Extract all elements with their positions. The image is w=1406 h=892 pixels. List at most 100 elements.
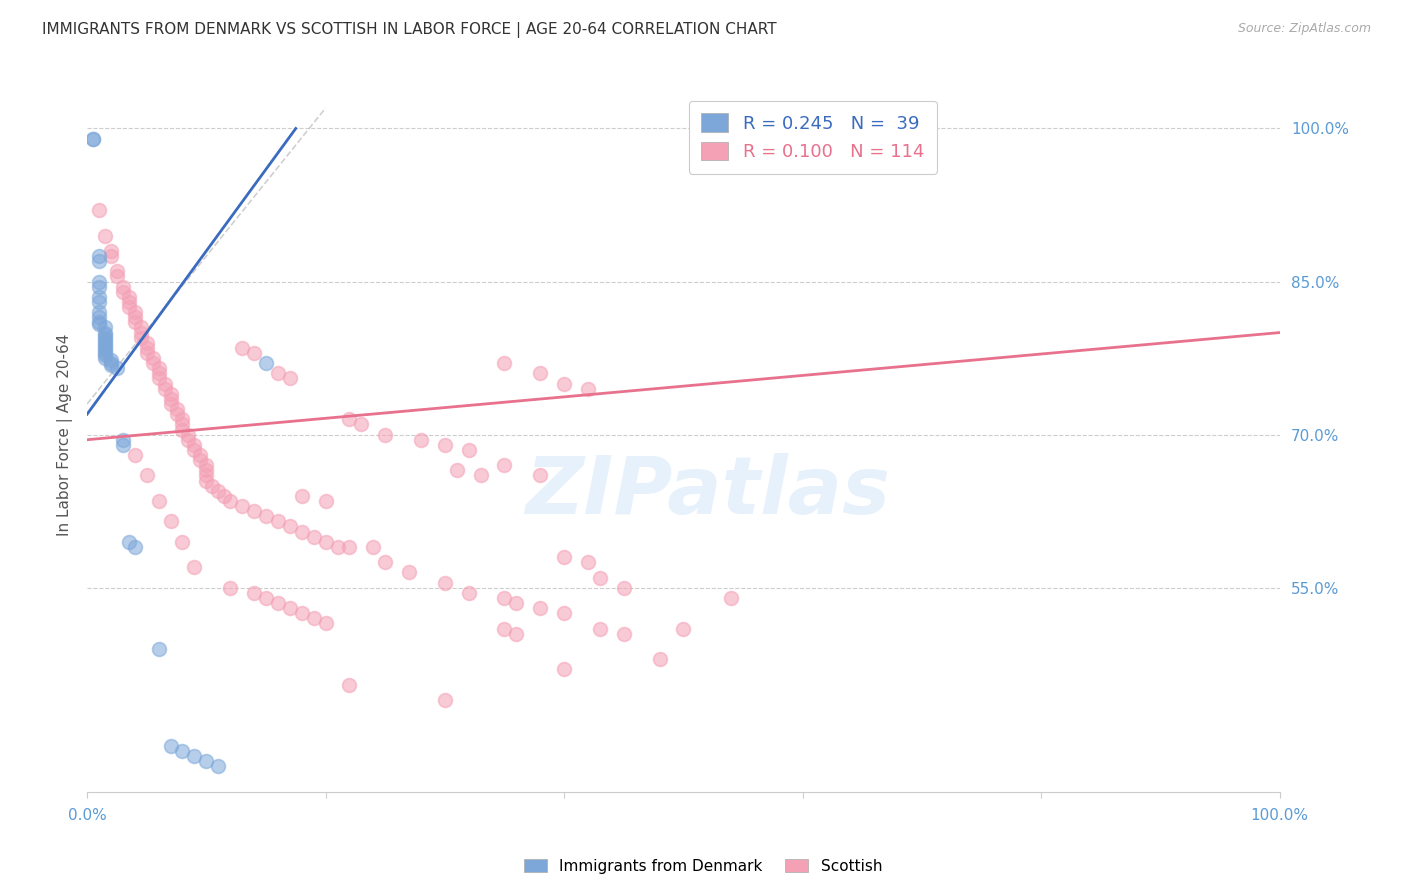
Point xyxy=(243,586,266,600)
Point xyxy=(183,560,205,574)
Point xyxy=(94,348,117,362)
Point xyxy=(159,386,181,401)
Point xyxy=(291,524,314,539)
Point xyxy=(148,371,170,385)
Point xyxy=(267,514,290,528)
Point xyxy=(87,305,110,319)
Point xyxy=(254,509,277,524)
Point xyxy=(94,343,117,357)
Point xyxy=(142,356,165,370)
Point xyxy=(505,596,527,610)
Point xyxy=(315,494,337,508)
Point xyxy=(153,376,176,391)
Text: Source: ZipAtlas.com: Source: ZipAtlas.com xyxy=(1237,22,1371,36)
Point xyxy=(87,203,110,218)
Point xyxy=(124,310,146,325)
Point xyxy=(87,318,110,332)
Point xyxy=(231,499,253,513)
Point xyxy=(470,468,492,483)
Point xyxy=(94,331,117,345)
Point xyxy=(94,333,117,347)
Point xyxy=(87,315,110,329)
Point xyxy=(153,382,176,396)
Point xyxy=(172,423,194,437)
Point xyxy=(254,356,277,370)
Point xyxy=(243,504,266,518)
Point xyxy=(129,320,152,334)
Point xyxy=(613,626,636,640)
Point xyxy=(118,295,141,310)
Point xyxy=(195,458,218,473)
Point xyxy=(177,427,200,442)
Point xyxy=(129,326,152,340)
Point xyxy=(576,555,599,569)
Point xyxy=(159,514,181,528)
Point xyxy=(87,275,110,289)
Point xyxy=(326,540,349,554)
Point xyxy=(135,335,157,350)
Point xyxy=(720,591,742,605)
Point xyxy=(267,367,290,381)
Point xyxy=(350,417,373,432)
Point xyxy=(100,358,122,372)
Point xyxy=(267,596,290,610)
Point xyxy=(553,376,575,391)
Point xyxy=(553,550,575,565)
Point xyxy=(100,356,122,370)
Point xyxy=(363,540,385,554)
Point xyxy=(219,494,242,508)
Point xyxy=(553,606,575,620)
Point xyxy=(195,754,218,768)
Point xyxy=(94,341,117,355)
Point xyxy=(494,458,516,473)
Point xyxy=(159,392,181,406)
Point xyxy=(87,295,110,310)
Text: IMMIGRANTS FROM DENMARK VS SCOTTISH IN LABOR FORCE | AGE 20-64 CORRELATION CHART: IMMIGRANTS FROM DENMARK VS SCOTTISH IN L… xyxy=(42,22,776,38)
Point xyxy=(94,320,117,334)
Point xyxy=(553,662,575,676)
Point xyxy=(94,346,117,360)
Point xyxy=(111,433,134,447)
Point xyxy=(166,402,188,417)
Point xyxy=(207,483,229,498)
Point xyxy=(243,346,266,360)
Point xyxy=(135,468,157,483)
Point xyxy=(207,759,229,773)
Point xyxy=(148,367,170,381)
Point xyxy=(433,575,456,590)
Point xyxy=(111,438,134,452)
Point xyxy=(291,489,314,503)
Point xyxy=(291,606,314,620)
Point xyxy=(219,581,242,595)
Point xyxy=(195,463,218,477)
Point xyxy=(201,478,224,492)
Point xyxy=(87,254,110,268)
Point xyxy=(94,338,117,352)
Point xyxy=(135,346,157,360)
Point xyxy=(409,433,432,447)
Point xyxy=(183,749,205,764)
Point xyxy=(339,412,361,426)
Point xyxy=(159,397,181,411)
Point xyxy=(118,290,141,304)
Point xyxy=(190,453,212,467)
Point xyxy=(135,341,157,355)
Point xyxy=(94,335,117,350)
Point xyxy=(374,555,396,569)
Point xyxy=(190,448,212,462)
Point xyxy=(315,616,337,631)
Point xyxy=(124,448,146,462)
Point xyxy=(648,652,671,666)
Legend: R = 0.245   N =  39, R = 0.100   N = 114: R = 0.245 N = 39, R = 0.100 N = 114 xyxy=(689,101,936,174)
Point xyxy=(105,361,128,376)
Point xyxy=(142,351,165,365)
Point xyxy=(576,382,599,396)
Point xyxy=(494,591,516,605)
Point xyxy=(100,249,122,263)
Point xyxy=(148,361,170,376)
Point xyxy=(433,693,456,707)
Point xyxy=(118,300,141,314)
Point xyxy=(315,534,337,549)
Point xyxy=(172,744,194,758)
Point xyxy=(172,417,194,432)
